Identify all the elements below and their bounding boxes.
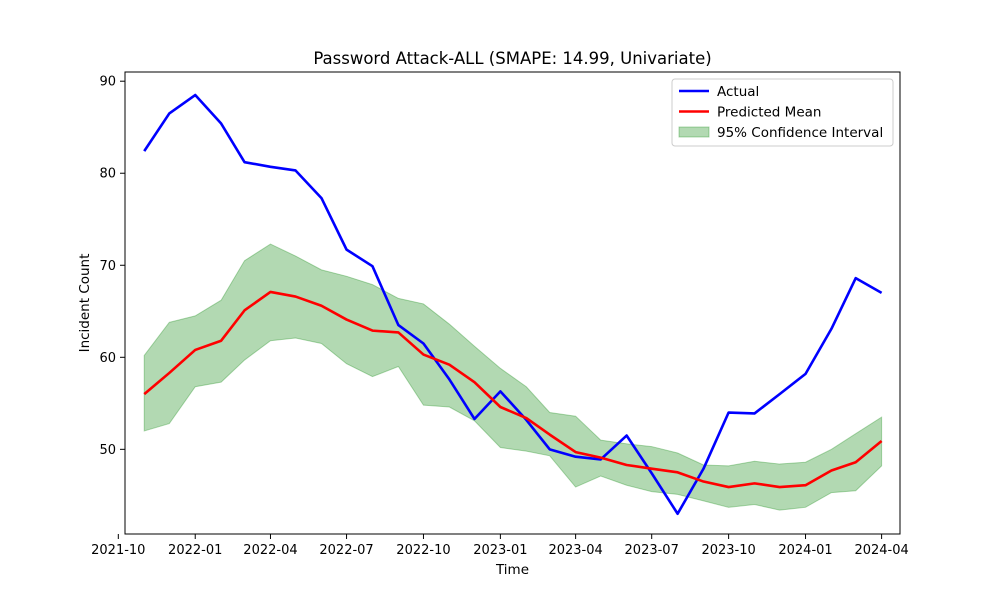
x-tick-label: 2022-04 — [243, 543, 297, 558]
legend-label: Actual — [717, 84, 759, 100]
x-tick-label: 2023-01 — [473, 543, 527, 558]
series-line-actual — [143, 93, 883, 516]
y-tick-label: 90 — [99, 75, 116, 90]
x-tick-label: 2024-01 — [778, 543, 832, 558]
series-line-predicted-mean — [143, 290, 883, 489]
plot-area — [143, 93, 883, 516]
x-tick-label: 2021-10 — [91, 543, 145, 558]
x-axis: 2021-10 2022-01 2022-04 2022-07 2022-10 2023-… — [91, 534, 909, 558]
x-tick-label: 2023-10 — [701, 543, 755, 558]
y-axis: 50 60 70 80 90 — [99, 75, 125, 458]
y-tick-label: 60 — [99, 351, 116, 366]
axes-frame — [124, 71, 901, 535]
legend-label: Predicted Mean — [717, 105, 821, 121]
y-tick-label: 80 — [99, 167, 116, 182]
legend: Actual Predicted Mean 95% Confidence Inter… — [671, 78, 894, 147]
legend-box — [671, 78, 894, 147]
x-tick-label: 2023-04 — [548, 543, 602, 558]
x-axis-label: Time — [495, 562, 529, 578]
y-tick-label: 70 — [99, 259, 116, 274]
legend-swatch — [678, 126, 710, 138]
x-tick-label: 2022-07 — [319, 543, 373, 558]
x-tick-label: 2022-01 — [168, 543, 222, 558]
x-tick-label: 2022-10 — [396, 543, 450, 558]
x-tick-label: 2024-04 — [854, 543, 908, 558]
chart-title: Password Attack-ALL (SMAPE: 14.99, Univa… — [313, 49, 711, 68]
y-tick-label: 50 — [99, 443, 116, 458]
x-tick-label: 2023-07 — [625, 543, 679, 558]
y-axis-label: Incident Count — [77, 254, 93, 353]
legend-label: 95% Confidence Interval — [717, 125, 883, 141]
